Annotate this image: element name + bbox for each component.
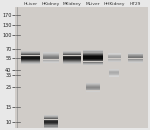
Bar: [128, 56, 143, 57]
Bar: [63, 53, 81, 54]
Bar: [86, 89, 100, 90]
Bar: [128, 62, 143, 63]
Bar: [83, 53, 103, 54]
Bar: [43, 57, 59, 58]
Bar: [86, 85, 100, 86]
Bar: [63, 58, 81, 59]
Bar: [44, 124, 58, 125]
Bar: [83, 60, 103, 61]
Bar: [83, 58, 103, 59]
Bar: [44, 123, 58, 124]
Bar: [86, 91, 100, 92]
Bar: [108, 61, 121, 62]
Bar: [83, 56, 103, 58]
Bar: [108, 53, 121, 54]
Bar: [108, 55, 121, 56]
Bar: [21, 57, 40, 58]
Bar: [44, 128, 58, 129]
Bar: [128, 61, 143, 62]
Bar: [44, 125, 58, 126]
Bar: [44, 117, 58, 118]
Bar: [83, 64, 103, 65]
Bar: [86, 84, 100, 85]
Bar: [108, 58, 121, 59]
Bar: [43, 52, 59, 53]
Bar: [44, 115, 58, 116]
Bar: [63, 63, 81, 64]
Bar: [109, 73, 119, 74]
Bar: [128, 55, 143, 56]
Bar: [128, 58, 143, 59]
Bar: [63, 57, 81, 58]
Bar: [108, 60, 121, 61]
Bar: [83, 50, 103, 51]
Bar: [63, 54, 81, 56]
Bar: [44, 120, 58, 121]
Bar: [109, 75, 119, 76]
Bar: [128, 60, 143, 61]
Bar: [63, 60, 81, 61]
Bar: [86, 83, 100, 84]
Bar: [43, 60, 59, 61]
Bar: [43, 61, 59, 62]
Bar: [63, 61, 81, 62]
Bar: [63, 59, 81, 60]
Bar: [83, 54, 103, 55]
Bar: [44, 118, 58, 119]
Bar: [44, 121, 58, 122]
Bar: [63, 56, 81, 57]
Bar: [109, 72, 119, 73]
Bar: [21, 56, 40, 57]
Bar: [43, 55, 59, 56]
Bar: [128, 54, 143, 55]
Bar: [128, 59, 143, 60]
Bar: [44, 122, 58, 123]
Bar: [86, 87, 100, 88]
Bar: [21, 60, 40, 61]
Bar: [44, 127, 58, 128]
Bar: [109, 76, 119, 77]
Bar: [21, 61, 40, 62]
Bar: [21, 53, 40, 54]
Bar: [83, 63, 103, 64]
Bar: [83, 51, 103, 53]
Bar: [43, 62, 59, 63]
Bar: [83, 62, 103, 63]
Bar: [86, 88, 100, 89]
Bar: [109, 69, 119, 70]
Bar: [21, 63, 40, 64]
Bar: [63, 62, 81, 63]
Bar: [109, 71, 119, 72]
Bar: [108, 59, 121, 60]
Bar: [108, 56, 121, 57]
Bar: [21, 59, 40, 60]
Bar: [21, 54, 40, 56]
Bar: [83, 59, 103, 60]
Bar: [44, 116, 58, 117]
Bar: [43, 53, 59, 54]
Bar: [108, 57, 121, 58]
Bar: [128, 57, 143, 58]
Bar: [43, 54, 59, 55]
Bar: [21, 62, 40, 63]
Bar: [63, 51, 81, 52]
Bar: [21, 51, 40, 52]
Bar: [63, 52, 81, 53]
Bar: [83, 55, 103, 56]
Bar: [109, 74, 119, 75]
Bar: [21, 52, 40, 53]
Bar: [128, 53, 143, 54]
Bar: [21, 58, 40, 59]
Bar: [43, 56, 59, 57]
Bar: [86, 86, 100, 87]
